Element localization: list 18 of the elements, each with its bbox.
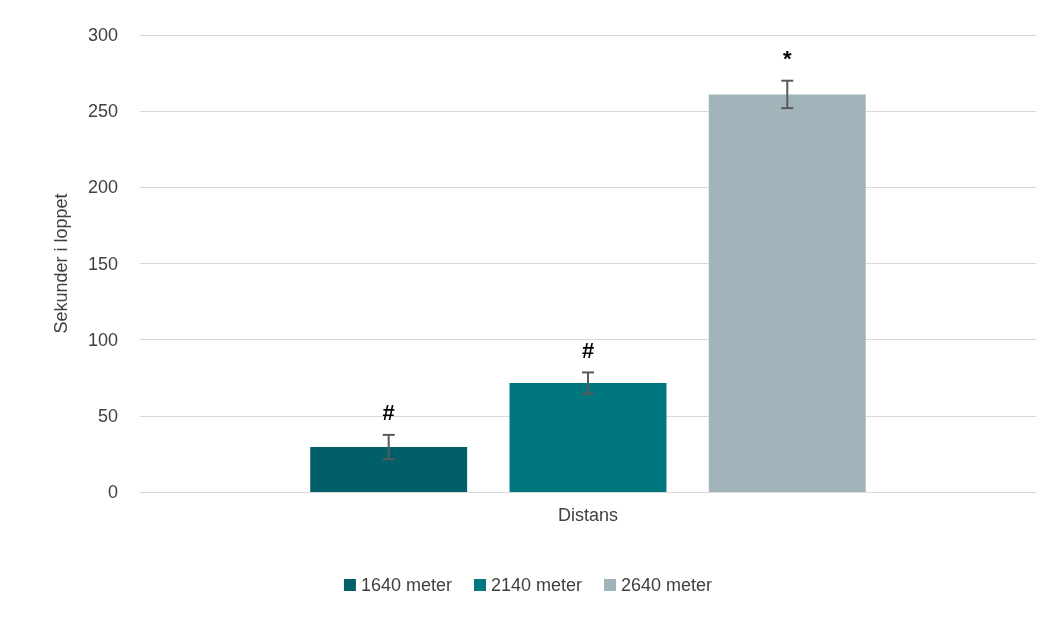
bar <box>310 447 468 492</box>
y-tick-label: 300 <box>87 25 118 45</box>
y-tick-label: 50 <box>97 405 118 426</box>
y-tick-label: 100 <box>87 329 118 350</box>
y-axis-title: Sekunder i loppet <box>51 193 71 334</box>
y-tick-label: 200 <box>87 177 118 198</box>
annotation: # <box>581 337 595 363</box>
bar <box>509 383 667 492</box>
bar <box>708 94 866 492</box>
y-tick-label: 150 <box>87 253 118 274</box>
annotation: # <box>382 400 395 426</box>
legend-label: 2640 meter <box>621 575 713 595</box>
x-tick-label: Distans <box>557 505 619 525</box>
y-tick-label: 0 <box>107 482 118 502</box>
legend-label: 1640 meter <box>360 575 452 595</box>
annotation: * <box>783 46 793 72</box>
legend-label: 2140 meter <box>490 575 583 595</box>
y-tick-label: 250 <box>87 101 118 122</box>
